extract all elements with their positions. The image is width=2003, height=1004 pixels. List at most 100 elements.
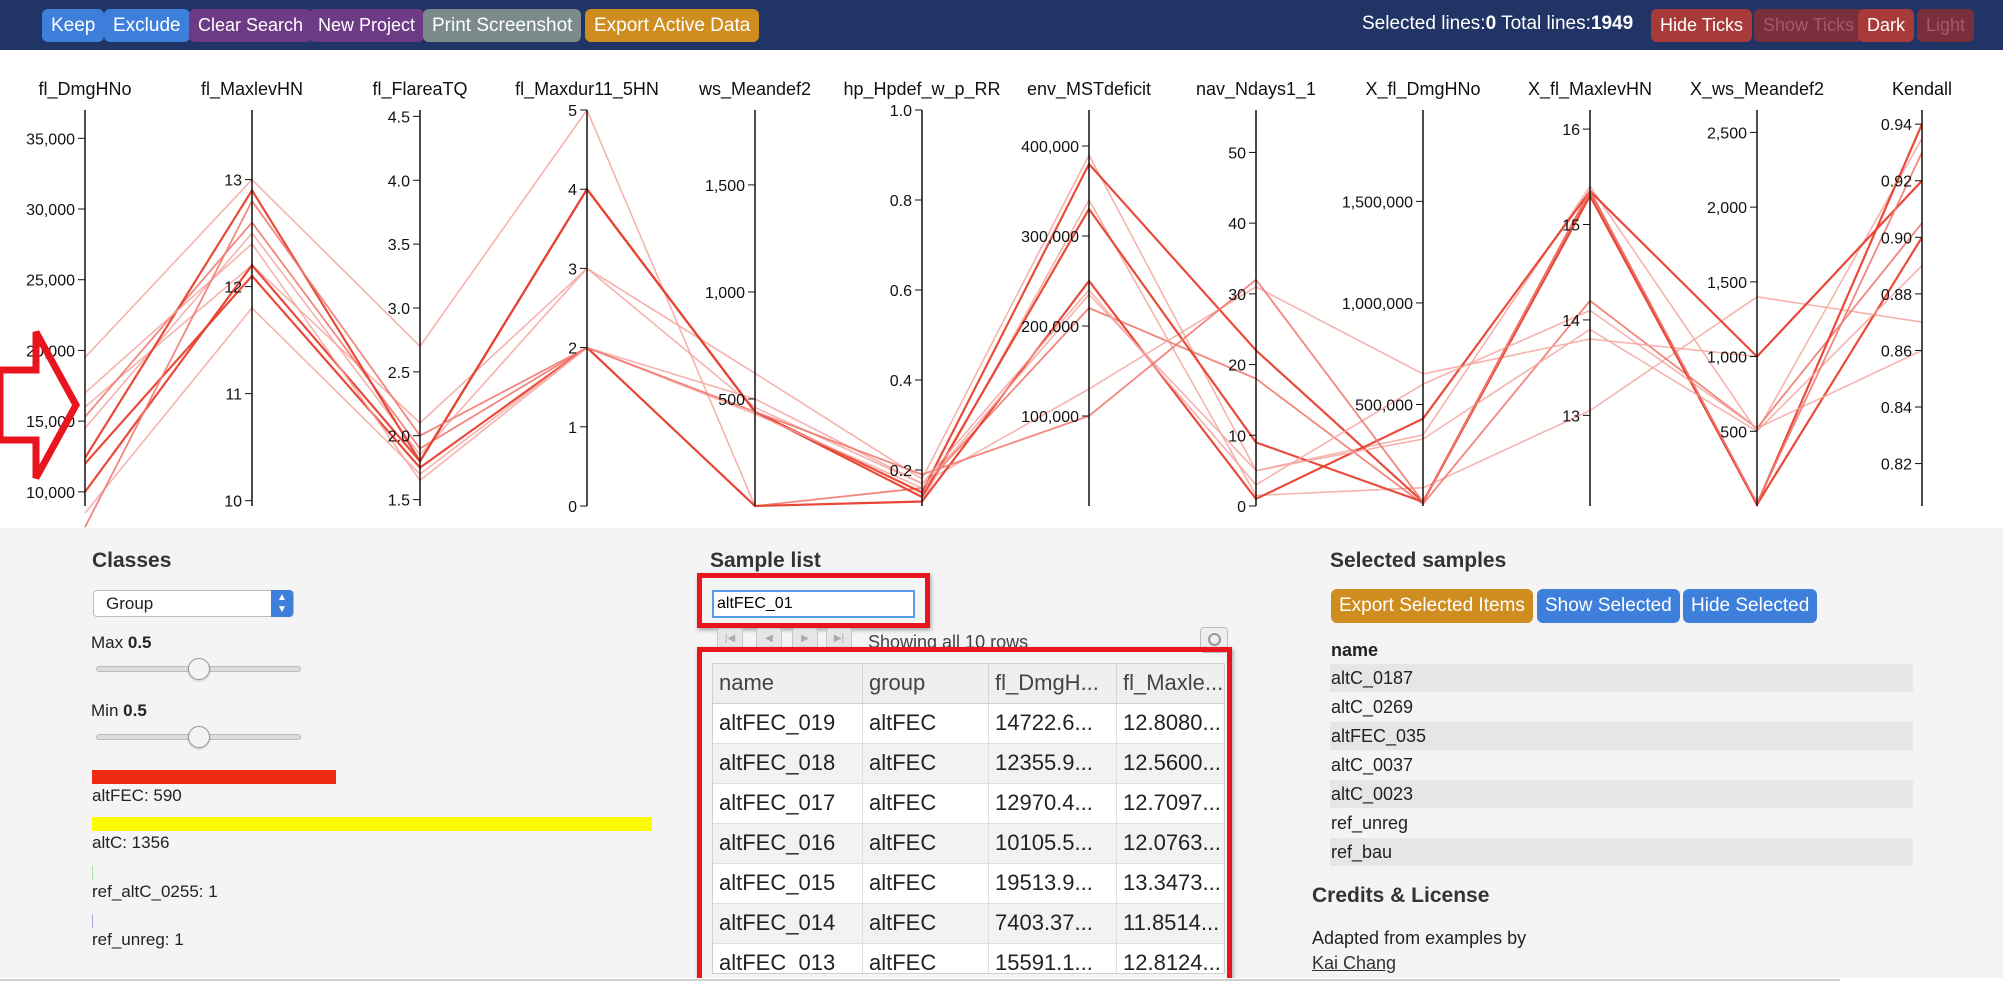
- axis-title[interactable]: hp_Hpdef_w_p_RR: [843, 79, 1000, 100]
- keep-button[interactable]: Keep: [42, 9, 105, 42]
- data-line-3[interactable]: [84, 220, 1923, 507]
- grid-cell[interactable]: altFEC_013: [713, 944, 863, 973]
- grid-cell[interactable]: altFEC_017: [713, 784, 863, 824]
- grid-cell[interactable]: altFEC: [863, 824, 989, 864]
- grid-cell[interactable]: 7403.37...: [989, 904, 1117, 944]
- parallel-coordinates-plot[interactable]: fl_DmgHNo 10,000 15,000 20,000 25,000 30,000 3…: [0, 50, 2003, 528]
- selected-sample-row[interactable]: ref_bau: [1330, 838, 1913, 866]
- grid-cell[interactable]: altFEC: [863, 704, 989, 744]
- class-label[interactable]: ref_unreg: 1: [92, 930, 184, 949]
- selected-sample-row[interactable]: altC_0187: [1330, 664, 1913, 692]
- data-line-8[interactable]: [84, 265, 1923, 514]
- grid-cell[interactable]: altFEC_019: [713, 704, 863, 744]
- grid-cell[interactable]: altFEC_018: [713, 744, 863, 784]
- axis-title[interactable]: fl_Maxdur11_5HN: [515, 79, 659, 100]
- axis-fl_Maxdur11_5HN[interactable]: fl_Maxdur11_5HN 0 1 2 3 4 5: [515, 79, 659, 516]
- axis-X_fl_MaxlevHN[interactable]: X_fl_MaxlevHN 13 14 15 16: [1528, 79, 1652, 506]
- grid-cell[interactable]: 12.7097...: [1117, 784, 1224, 824]
- axis-title[interactable]: nav_Ndays1_1: [1196, 79, 1316, 100]
- grid-cell[interactable]: 13.3473...: [1117, 864, 1224, 904]
- grid-cell[interactable]: 15591.1...: [989, 944, 1117, 973]
- axis-title[interactable]: X_fl_MaxlevHN: [1528, 79, 1652, 100]
- axis-title[interactable]: env_MSTdeficit: [1027, 79, 1151, 100]
- axis-nav_Ndays1_1[interactable]: nav_Ndays1_1 0 10 20 30 40 50: [1196, 79, 1316, 516]
- grid-cell[interactable]: 14722.6...: [989, 704, 1117, 744]
- axis-title[interactable]: fl_MaxlevHN: [201, 79, 303, 100]
- axis-title[interactable]: Kendall: [1892, 79, 1952, 99]
- axis-title[interactable]: ws_Meandef2: [698, 79, 811, 100]
- grid-header-cell[interactable]: name: [713, 664, 863, 704]
- show-selected-button[interactable]: Show Selected: [1537, 589, 1680, 623]
- class-label[interactable]: altFEC: 590: [92, 786, 182, 805]
- class-bar[interactable]: [92, 770, 336, 784]
- grid-header-cell[interactable]: fl_Maxle...: [1117, 664, 1224, 704]
- class-label[interactable]: altC: 1356: [92, 833, 170, 852]
- grid-cell[interactable]: 11.8514...: [1117, 904, 1224, 944]
- axis-env_MSTdeficit[interactable]: env_MSTdeficit 100,000 200,000 300,000 400,0…: [1021, 79, 1151, 506]
- grid-cell[interactable]: 12.5600...: [1117, 744, 1224, 784]
- grid-cell[interactable]: altFEC_016: [713, 824, 863, 864]
- grid-header-cell[interactable]: fl_DmgH...: [989, 664, 1117, 704]
- export-selected-button[interactable]: Export Selected Items: [1331, 589, 1533, 623]
- grid-cell[interactable]: altFEC_015: [713, 864, 863, 904]
- hide-ticks-button[interactable]: Hide Ticks: [1651, 9, 1753, 42]
- grid-cell[interactable]: 12.8124...: [1117, 944, 1224, 973]
- data-line-5[interactable]: [84, 123, 1924, 508]
- dark-theme-button[interactable]: Dark: [1858, 9, 1915, 42]
- grid-cell[interactable]: altFEC: [863, 904, 989, 944]
- min-slider-thumb[interactable]: [187, 726, 210, 748]
- grid-cell[interactable]: altFEC_014: [713, 904, 863, 944]
- selected-sample-row[interactable]: altC_0023: [1330, 780, 1913, 808]
- grid-cell[interactable]: 12970.4...: [989, 784, 1117, 824]
- axis-hp_Hpdef_w_p_RR[interactable]: hp_Hpdef_w_p_RR 0.2 0.4 0.6 0.8 1.0: [843, 79, 1001, 506]
- axis-X_ws_Meandef2[interactable]: X_ws_Meandef2 500 1,000 1,500 2,000 2,500: [1690, 79, 1824, 506]
- grid-cell[interactable]: 19513.9...: [989, 864, 1117, 904]
- hide-selected-button[interactable]: Hide Selected: [1683, 589, 1818, 623]
- axis-title[interactable]: fl_FlareaTQ: [372, 79, 467, 100]
- new-project-button[interactable]: New Project: [309, 9, 425, 42]
- sample-grid[interactable]: name group fl_DmgH... fl_Maxle... altFEC_019…: [712, 663, 1225, 974]
- grid-header-cell[interactable]: group: [863, 664, 989, 704]
- axis-title[interactable]: X_ws_Meandef2: [1690, 79, 1824, 100]
- data-line-7[interactable]: [84, 162, 1923, 504]
- parallel-coordinates-svg[interactable]: fl_DmgHNo10,00015,00020,00025,00030,0003…: [0, 50, 2003, 528]
- light-theme-button[interactable]: Light: [1917, 9, 1975, 42]
- axis-title[interactable]: X_fl_DmgHNo: [1365, 79, 1480, 100]
- credits-link[interactable]: Kai Chang: [1312, 953, 1397, 973]
- show-ticks-button[interactable]: Show Ticks: [1754, 9, 1864, 42]
- print-screenshot-button[interactable]: Print Screenshot: [423, 9, 582, 42]
- clear-search-button[interactable]: Clear Search: [189, 9, 313, 42]
- axis-title[interactable]: fl_DmgHNo: [38, 79, 131, 100]
- selected-sample-row[interactable]: ref_unreg: [1331, 813, 1409, 833]
- data-line-10[interactable]: [84, 152, 1923, 528]
- table-row[interactable]: [713, 864, 1224, 904]
- axis-fl_MaxlevHN[interactable]: fl_MaxlevHN 10 11 12 13: [201, 79, 303, 511]
- selected-sample-row[interactable]: altC_0037: [1331, 755, 1414, 775]
- export-active-data-button[interactable]: Export Active Data: [585, 9, 760, 42]
- selected-sample-row[interactable]: altFEC_035: [1330, 722, 1913, 750]
- grid-cell[interactable]: altFEC: [863, 864, 989, 904]
- table-row[interactable]: [713, 904, 1224, 944]
- grid-cell[interactable]: 12.0763...: [1117, 824, 1224, 864]
- selected-sample-row[interactable]: altC_0269: [1331, 697, 1414, 717]
- grid-cell[interactable]: altFEC: [863, 944, 989, 973]
- data-line-9[interactable]: [84, 242, 1923, 486]
- axis-ws_Meandef2[interactable]: ws_Meandef2 500 1,000 1,500: [698, 79, 811, 506]
- table-row[interactable]: [713, 744, 1224, 784]
- grid-cell[interactable]: altFEC: [863, 744, 989, 784]
- grid-cell[interactable]: 10105.5...: [989, 824, 1117, 864]
- grid-cell[interactable]: 12355.9...: [989, 744, 1117, 784]
- grid-cell[interactable]: altFEC: [863, 784, 989, 824]
- exclude-button[interactable]: Exclude: [104, 9, 190, 42]
- max-slider-thumb[interactable]: [187, 658, 210, 680]
- data-line-2[interactable]: [84, 137, 1923, 481]
- table-row[interactable]: [713, 784, 1224, 824]
- axis-Kendall[interactable]: Kendall 0.82 0.84 0.86 0.88 0.90 0.92 0.94: [1881, 79, 1952, 506]
- table-row[interactable]: [713, 704, 1224, 744]
- axis-fl_FlareaTQ[interactable]: fl_FlareaTQ 1.5 2.0 2.5 3.0 3.5 4.0 4.5: [372, 79, 467, 510]
- grid-cell[interactable]: 12.8080...: [1117, 704, 1224, 744]
- table-row[interactable]: [713, 944, 1224, 973]
- prev-page-button[interactable]: ◀: [756, 628, 782, 650]
- class-bar[interactable]: [92, 914, 93, 928]
- data-line-1[interactable]: [84, 108, 1923, 507]
